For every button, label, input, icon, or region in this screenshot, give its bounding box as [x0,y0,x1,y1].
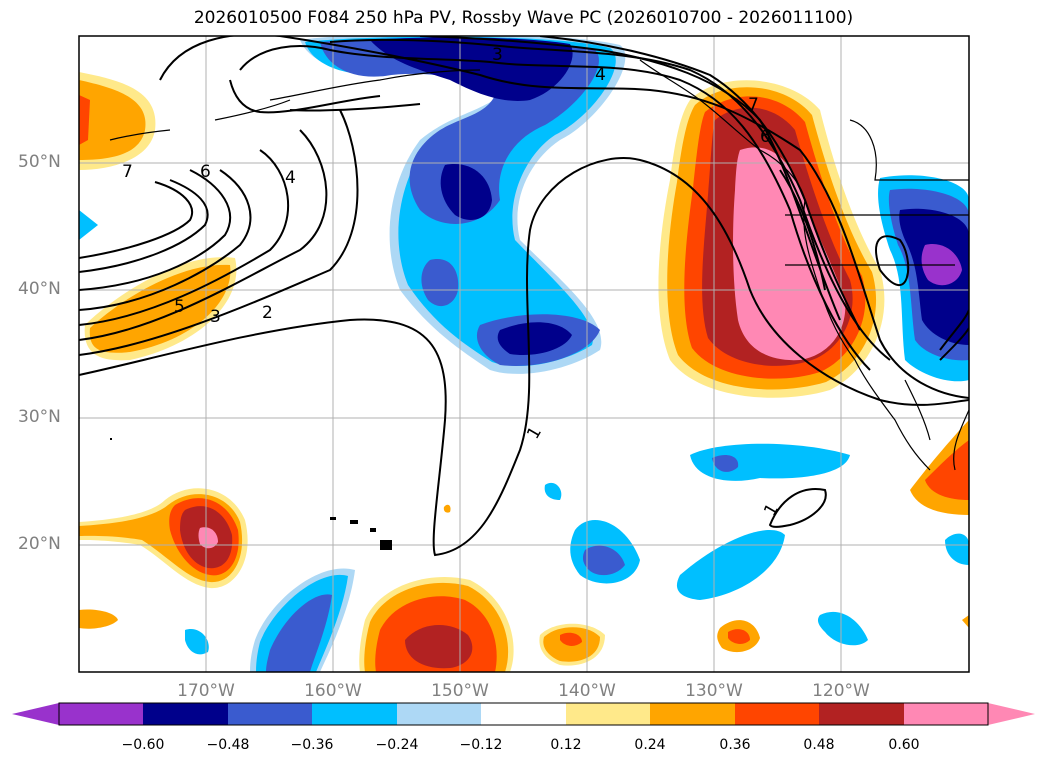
colorbar-tick-label: −0.48 [206,737,250,753]
map-title: 2026010500 F084 250 hPa PV, Rossby Wave … [193,8,854,28]
gridlines [79,36,969,672]
colorbar-cell [59,703,143,725]
colorbar-cell [735,703,819,725]
colorbar-tick-label: −0.12 [459,737,503,753]
colorbar-cell [650,703,735,725]
colorbar-cell [566,703,650,725]
colorbar-high-extension [988,703,1035,725]
hawaii-islands [110,438,392,550]
colorbar-cell [397,703,481,725]
lon-label-130w: 130°W [685,681,743,701]
contour-label-7-east: 7 [748,95,759,115]
colorbar-cell [143,703,228,725]
lon-label-150w: 150°W [431,681,489,701]
colorbar-tick-label: −0.36 [290,737,334,753]
contour-label-1: 1 [523,423,546,442]
coastlines [109,59,969,471]
lat-label-50n: 50°N [18,152,61,172]
contour-label-5: 5 [174,297,185,317]
colorbar-low-extension [12,703,59,725]
pv-contours [79,36,969,557]
lat-label-40n: 40°N [18,279,61,299]
pv-anomaly-fills [79,36,969,672]
contour-label-7: 7 [122,162,133,182]
lat-label-20n: 20°N [18,534,61,554]
lat-label-30n: 30°N [18,407,61,427]
contour-label-3-north: 3 [492,45,503,65]
map-frame [78,35,970,673]
colorbar-cell [819,703,904,725]
lon-label-140w: 140°W [558,681,616,701]
contour-label-4: 4 [285,168,296,188]
colorbar-tick-label: 0.24 [634,737,666,753]
contour-label-2: 2 [262,303,273,323]
colorbar [12,702,1035,726]
colorbar-cell [312,703,397,725]
contour-label-3: 3 [210,307,221,327]
colorbar-cell [228,703,312,725]
colorbar-tick-label: 0.12 [550,737,582,753]
contour-label-1-east: 1 [760,500,783,519]
colorbar-tick-label: 0.48 [803,737,835,753]
colorbar-cell [904,703,988,725]
colorbar-tick-label: −0.60 [121,737,165,753]
lon-label-160w: 160°W [304,681,362,701]
colorbar-tick-label: −0.24 [375,737,419,753]
contour-label-4-north: 4 [595,65,606,85]
colorbar-tick-label: 0.36 [719,737,751,753]
colorbar-cell [481,703,566,725]
lon-label-120w: 120°W [812,681,870,701]
contour-label-6-east: 6 [760,127,771,147]
contour-label-6: 6 [200,162,211,182]
lon-label-170w: 170°W [177,681,235,701]
colorbar-tick-label: 0.60 [888,737,920,753]
